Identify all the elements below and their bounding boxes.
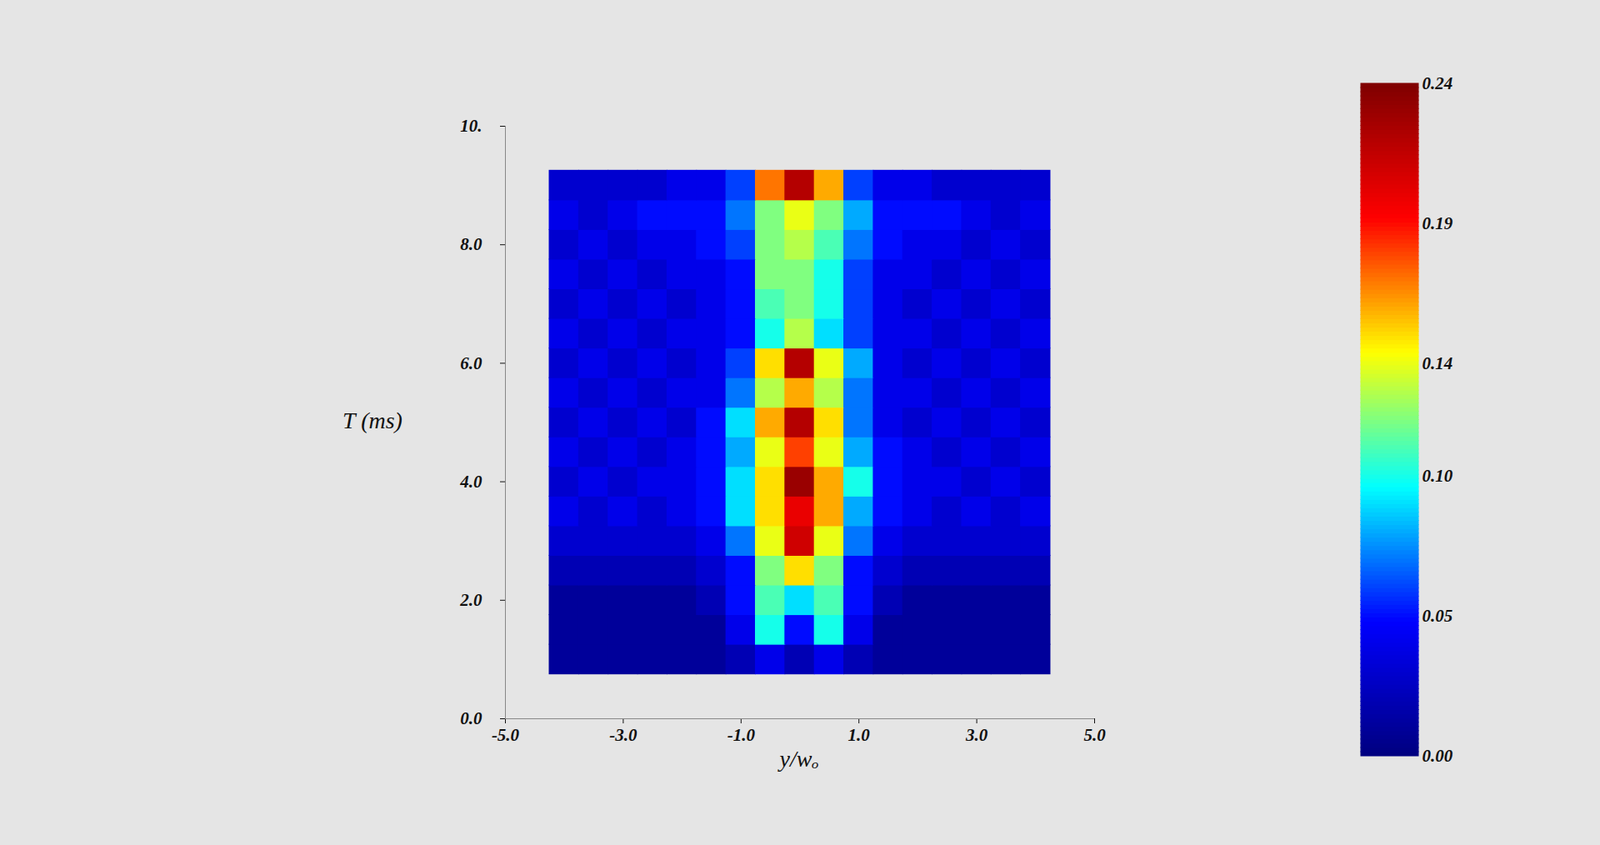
svg-text:0.24: 0.24 <box>1422 73 1454 94</box>
svg-text:8.0: 8.0 <box>460 234 483 255</box>
svg-text:0.14: 0.14 <box>1422 353 1454 374</box>
svg-text:0.00: 0.00 <box>1422 745 1454 766</box>
svg-text:0.19: 0.19 <box>1422 213 1454 234</box>
svg-text:6.0: 6.0 <box>460 353 483 374</box>
svg-text:-3.0: -3.0 <box>609 725 638 745</box>
svg-text:5.0: 5.0 <box>1083 725 1106 745</box>
svg-text:-1.0: -1.0 <box>727 725 756 745</box>
svg-text:2.0: 2.0 <box>459 590 483 610</box>
svg-text:0.0: 0.0 <box>460 708 483 729</box>
svg-text:3.0: 3.0 <box>965 725 989 745</box>
svg-text:1.0: 1.0 <box>848 725 871 745</box>
svg-text:4.0: 4.0 <box>459 471 483 492</box>
svg-text:0.05: 0.05 <box>1422 605 1454 626</box>
html-text:T (ms): T (ms) <box>342 407 403 434</box>
svg-text:10.: 10. <box>460 115 482 136</box>
svg-text:-5.0: -5.0 <box>491 725 520 745</box>
svg-text:0.10: 0.10 <box>1422 465 1454 486</box>
html-text:y/wₒ: y/wₒ <box>779 745 819 772</box>
